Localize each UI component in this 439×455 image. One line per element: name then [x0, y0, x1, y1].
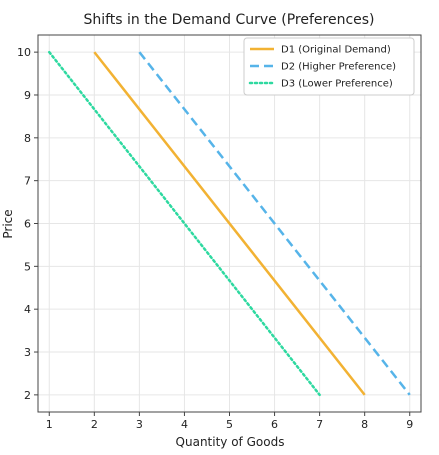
legend-label-d1: D1 (Original Demand) [281, 45, 391, 56]
y-tick-label: 5 [24, 260, 31, 273]
y-tick-label: 8 [24, 132, 31, 145]
series-line-d3 [48, 50, 321, 397]
chart-title: Shifts in the Demand Curve (Preferences) [83, 12, 374, 28]
x-axis-label: Quantity of Goods [176, 435, 285, 449]
y-tick-label: 3 [24, 346, 31, 359]
x-tick-label: 3 [136, 418, 143, 431]
legend: D1 (Original Demand) D2 (Higher Preferenc… [243, 37, 415, 96]
series-lines [48, 50, 411, 397]
x-tick-label: 9 [406, 418, 413, 431]
y-tick-label: 9 [24, 89, 31, 102]
series-line-d2 [138, 51, 411, 396]
axis-ticks: 1 2 3 4 5 6 7 8 9 2 3 4 5 6 7 8 9 10 [17, 46, 413, 431]
x-tick-label: 8 [361, 418, 368, 431]
y-tick-label: 4 [24, 303, 31, 316]
x-tick-label: 5 [226, 418, 233, 431]
y-axis-label: Price [1, 209, 15, 238]
y-tick-label: 10 [17, 46, 31, 59]
series-line-d1 [93, 51, 366, 396]
x-tick-label: 2 [91, 418, 98, 431]
x-tick-label: 1 [46, 418, 53, 431]
x-tick-label: 4 [181, 418, 188, 431]
legend-label-d2: D2 (Higher Preference) [281, 62, 396, 73]
legend-box [243, 37, 415, 96]
x-tick-label: 7 [316, 418, 323, 431]
y-tick-label: 2 [24, 389, 31, 402]
x-tick-label: 6 [271, 418, 278, 431]
y-tick-label: 6 [24, 218, 31, 231]
y-tick-label: 7 [24, 175, 31, 188]
legend-label-d3: D3 (Lower Preference) [281, 79, 393, 90]
